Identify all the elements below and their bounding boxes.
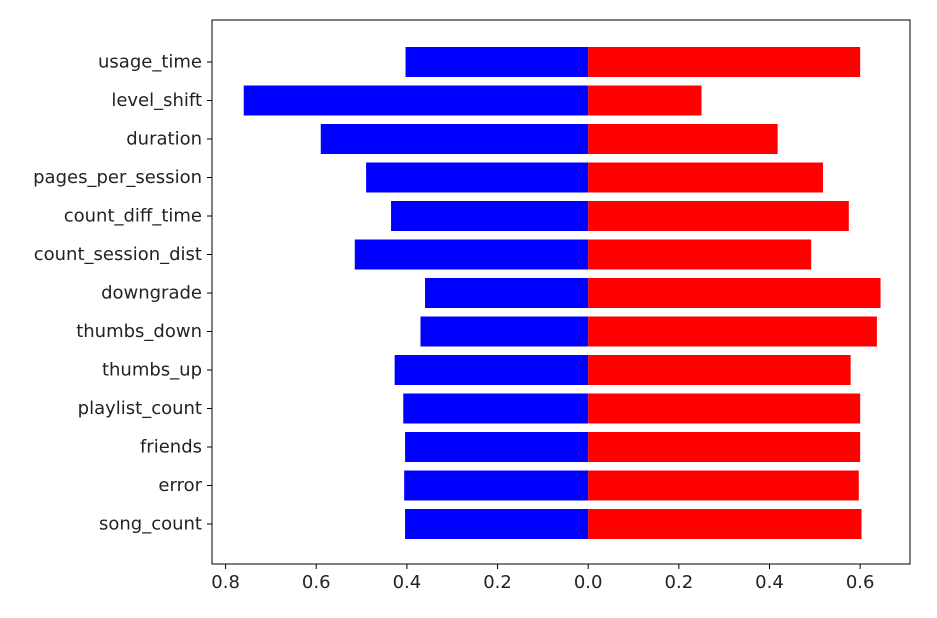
x-tick-label: 0.6 [846, 572, 875, 593]
x-tick-label: 0.6 [302, 572, 331, 593]
y-tick-label: level_shift [111, 90, 202, 111]
bar-negative-error [404, 471, 588, 501]
y-tick-label: pages_per_session [33, 167, 202, 188]
bar-positive-friends [588, 432, 860, 462]
y-tick-label: duration [126, 129, 202, 150]
bar-positive-playlist-count [588, 394, 860, 424]
bar-negative-playlist-count [403, 394, 588, 424]
y-tick-label: downgrade [101, 283, 202, 304]
bar-negative-count-session-dist [355, 240, 588, 270]
y-tick-label: song_count [99, 514, 202, 535]
x-tick-label: 0.0 [574, 572, 603, 593]
y-tick-label: error [158, 475, 202, 496]
bar-negative-usage-time [406, 47, 589, 77]
y-tick-label: thumbs_up [102, 360, 202, 381]
x-tick-label: 0.8 [211, 572, 240, 593]
y-tick-label: usage_time [98, 52, 202, 73]
y-tick-label: friends [140, 437, 202, 458]
bar-positive-song-count [588, 509, 861, 539]
y-tick-label: playlist_count [78, 398, 202, 419]
y-tick-label: count_diff_time [64, 206, 202, 227]
x-tick-label: 0.2 [483, 572, 512, 593]
x-axis: 0.8 0.6 0.4 0.2 0.0 0.2 0.4 0.6 [211, 564, 874, 593]
bars-layer [244, 47, 881, 539]
bar-positive-level-shift [588, 86, 701, 116]
bar-negative-thumbs-up [395, 355, 589, 385]
bar-positive-downgrade [588, 278, 880, 308]
bar-positive-thumbs-down [588, 317, 877, 347]
y-tick-label: thumbs_down [76, 321, 202, 342]
y-axis: usage_time level_shift duration pages_per_s… [33, 52, 212, 535]
bar-negative-song-count [405, 509, 588, 539]
bar-negative-downgrade [425, 278, 588, 308]
x-tick-label: 0.4 [755, 572, 784, 593]
bar-positive-count-diff-time [588, 201, 849, 231]
x-tick-label: 0.2 [665, 572, 694, 593]
bar-positive-usage-time [588, 47, 860, 77]
bar-positive-count-session-dist [588, 240, 811, 270]
bar-positive-pages-per-session [588, 163, 823, 193]
bar-positive-duration [588, 124, 777, 154]
bar-negative-thumbs-down [420, 317, 588, 347]
bar-positive-error [588, 471, 859, 501]
bar-negative-count-diff-time [391, 201, 588, 231]
bar-negative-duration [321, 124, 588, 154]
x-tick-label: 0.4 [393, 572, 422, 593]
bar-negative-level-shift [244, 86, 588, 116]
bar-negative-pages-per-session [366, 163, 588, 193]
bar-negative-friends [405, 432, 588, 462]
y-tick-label: count_session_dist [34, 244, 202, 265]
bar-positive-thumbs-up [588, 355, 850, 385]
